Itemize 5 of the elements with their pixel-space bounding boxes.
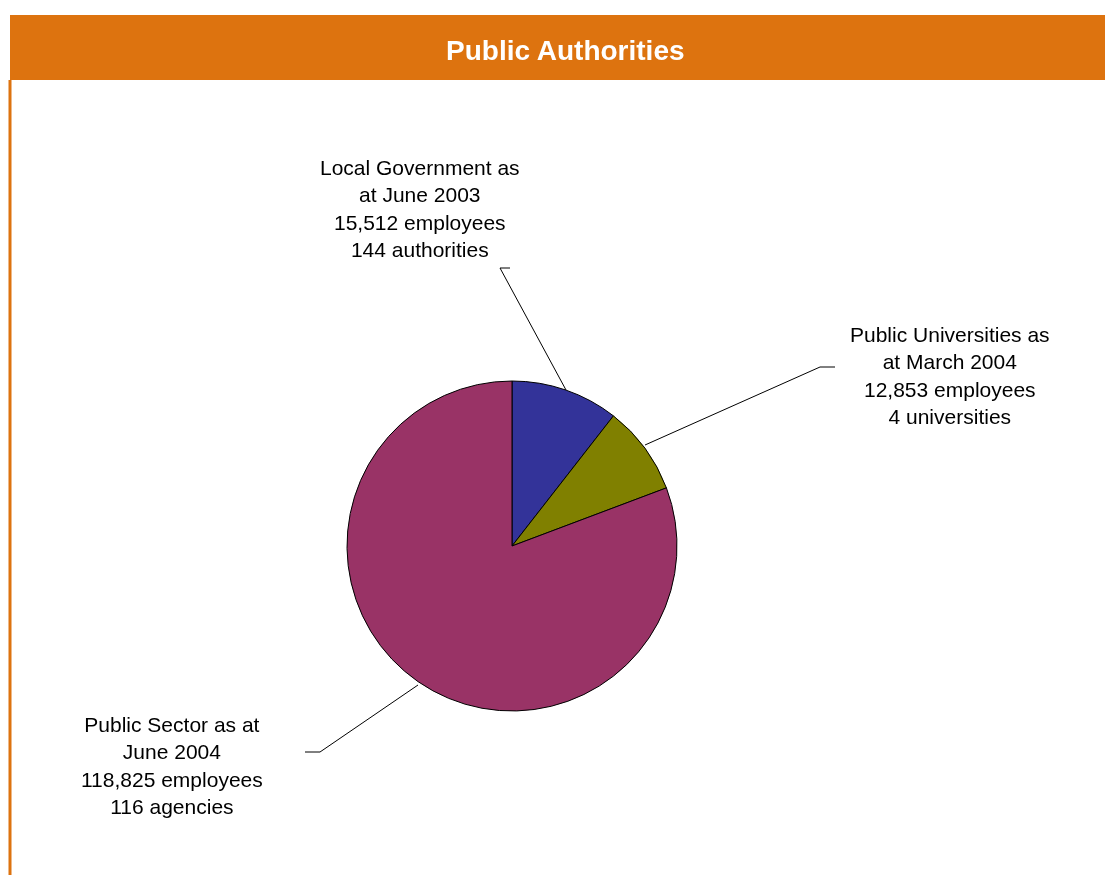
legend-label: Public Universities as at March 2004 12,853 employees 4 universities — [850, 323, 1050, 428]
chart-title: Public Authorities — [446, 35, 685, 66]
slice-label: Local Government as at June 2003 15,512 employees 144 authorities — [320, 156, 520, 261]
pie-slice — [346, 380, 678, 712]
slice-label: Public Sector as at June 2004 118,825 employees 116 agencies — [81, 713, 263, 818]
